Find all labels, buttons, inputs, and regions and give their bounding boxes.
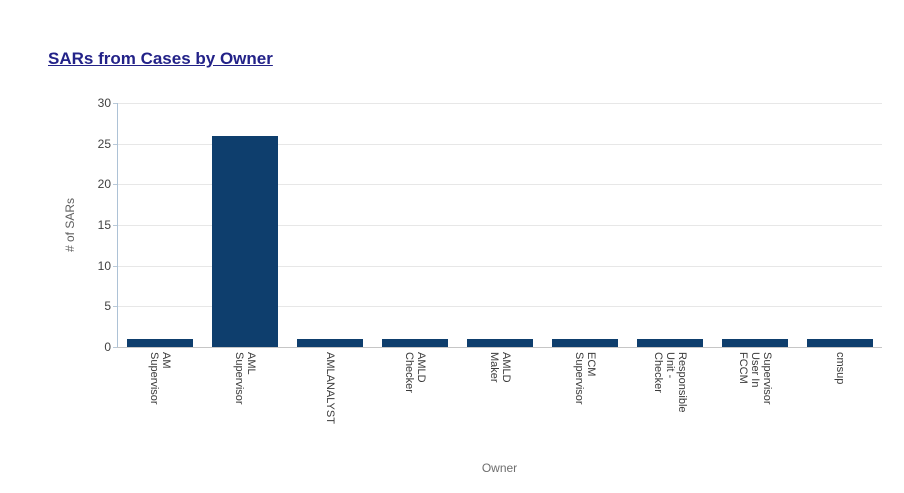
x-category-label: Supervisor User In FCCM — [737, 352, 773, 405]
y-tick-label: 20 — [97, 177, 111, 191]
bar-am-supervisor[interactable] — [127, 339, 193, 347]
x-axis-title: Owner — [481, 461, 518, 475]
y-axis-title: # of SARs — [63, 197, 77, 253]
y-tick-mark — [113, 225, 117, 226]
y-tick-label: 15 — [97, 218, 111, 232]
bar-responsible-unit-checker[interactable] — [637, 339, 703, 347]
bar-amld-checker[interactable] — [382, 339, 448, 347]
y-tick-label: 30 — [97, 96, 111, 110]
chart-title-link[interactable]: SARs from Cases by Owner — [48, 49, 273, 68]
gridline-y15 — [117, 225, 882, 226]
gridline-y30 — [117, 103, 882, 104]
bar-cmsup[interactable] — [807, 339, 873, 347]
y-tick-label: 0 — [104, 340, 111, 354]
bar-supervisor-user-in-fccm[interactable] — [722, 339, 788, 347]
x-category-label: cmsup — [834, 352, 846, 385]
y-tick-label: 10 — [97, 259, 111, 273]
y-tick-mark — [113, 347, 117, 348]
x-category-label: AMLANALYST — [324, 352, 336, 424]
x-axis-line — [117, 347, 882, 348]
x-category-label: AM Supervisor — [148, 352, 172, 405]
x-category-label: AML Supervisor — [233, 352, 257, 405]
y-tick-mark — [113, 103, 117, 104]
y-tick-label: 25 — [97, 137, 111, 151]
x-category-label: Responsible Unit - Checker — [652, 352, 688, 413]
gridline-y10 — [117, 266, 882, 267]
y-tick-mark — [113, 306, 117, 307]
gridline-y5 — [117, 306, 882, 307]
x-category-label: AMLD Checker — [403, 352, 427, 393]
x-category-label: AMLD Maker — [488, 352, 512, 383]
bar-ecm-supervisor[interactable] — [552, 339, 618, 347]
bar-aml-supervisor[interactable] — [212, 136, 278, 347]
bar-amlanalyst[interactable] — [297, 339, 363, 347]
gridline-y25 — [117, 144, 882, 145]
bar-amld-maker[interactable] — [467, 339, 533, 347]
y-tick-mark — [113, 144, 117, 145]
y-tick-mark — [113, 184, 117, 185]
y-tick-mark — [113, 266, 117, 267]
gridline-y20 — [117, 184, 882, 185]
x-category-label: ECM Supervisor — [573, 352, 597, 405]
y-axis-line — [117, 103, 118, 347]
y-tick-label: 5 — [104, 299, 111, 313]
